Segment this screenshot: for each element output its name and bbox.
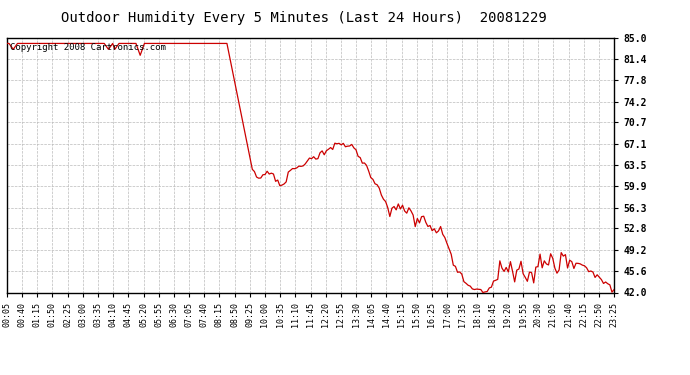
Text: Outdoor Humidity Every 5 Minutes (Last 24 Hours)  20081229: Outdoor Humidity Every 5 Minutes (Last 2… (61, 11, 546, 25)
Text: Copyright 2008 Cartronics.com: Copyright 2008 Cartronics.com (10, 43, 166, 52)
